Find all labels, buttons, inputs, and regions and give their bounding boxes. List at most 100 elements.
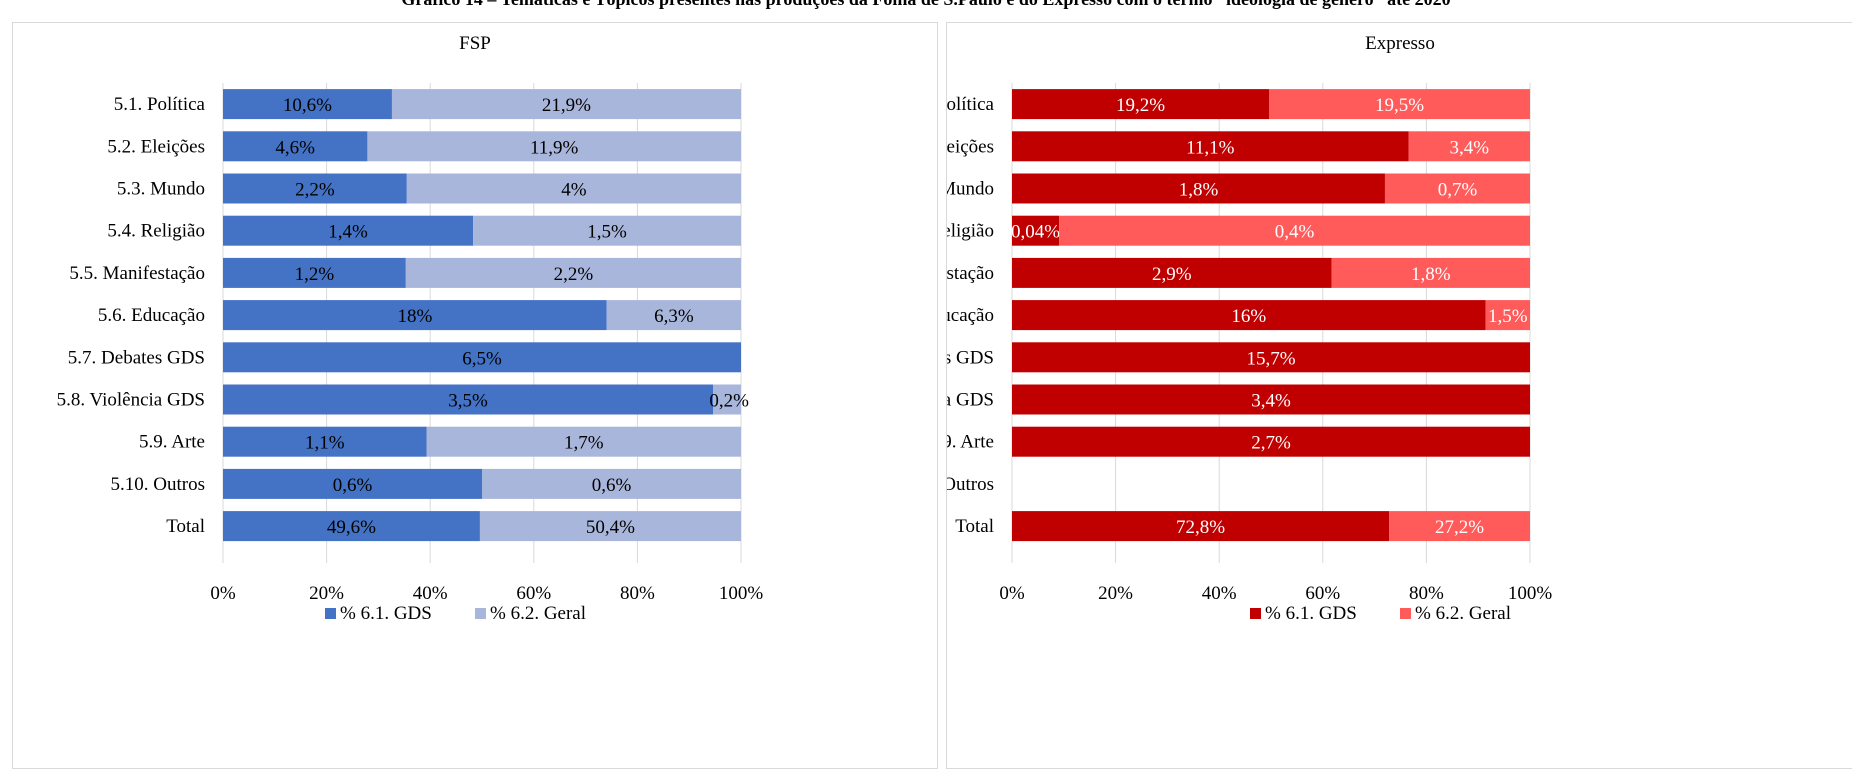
x-tick-label: 80%	[620, 583, 655, 604]
category-label-5-7-debates-gds: 5.7. Debates GDS	[68, 347, 205, 368]
legend-label-6-2-geral: % 6.2. Geral	[490, 603, 586, 624]
bar-6-2-geral-5-8-violencia-gds	[713, 384, 741, 415]
category-label-5-8-violencia-gds: 5.8. Violência GDS	[947, 390, 994, 411]
category-label-5-9-arte: 5.9. Arte	[947, 432, 994, 453]
data-label: 72,8%	[1176, 517, 1225, 538]
category-label-5-6-educacao: 5.6. Educação	[947, 305, 994, 326]
data-label: 0,2%	[709, 391, 749, 412]
category-label-5-6-educacao: 5.6. Educação	[98, 305, 205, 326]
data-label: 4%	[561, 180, 587, 201]
data-label: 0,6%	[592, 475, 632, 496]
x-tick-label: 100%	[719, 583, 764, 604]
data-label: 10,6%	[283, 95, 332, 116]
data-label: 2,7%	[1251, 433, 1291, 454]
bar-6-2-geral-5-6-educacao	[1485, 300, 1530, 331]
data-label: 6,3%	[654, 306, 694, 327]
bar-6-2-geral-total	[479, 511, 741, 542]
bar-6-1-gds-5-1-politica	[223, 89, 392, 120]
data-label: 0,6%	[333, 475, 373, 496]
bar-6-1-gds-5-6-educacao	[223, 300, 607, 331]
legend-swatch-6-1-gds	[1250, 608, 1261, 619]
bar-6-1-gds-5-3-mundo	[1012, 173, 1385, 204]
bar-6-2-geral-5-5-manifestacao	[405, 257, 741, 288]
data-label: 2,2%	[554, 264, 594, 285]
category-label-5-7-debates-gds: 5.7. Debates GDS	[947, 347, 994, 368]
data-label: 1,8%	[1411, 264, 1451, 285]
x-tick-label: 80%	[1409, 583, 1444, 604]
category-label-5-4-religiao: 5.4. Religião	[107, 221, 205, 242]
data-label: 4,6%	[275, 137, 315, 158]
bar-6-1-gds-5-8-violencia-gds	[223, 384, 713, 415]
chart-panel-fsp: FSP 0% 20% 40% 60% 80% 100% 5.1. Política 10,6% 2…	[12, 22, 938, 769]
category-label-5-9-arte: 5.9. Arte	[139, 432, 205, 453]
chart-title: FSP	[459, 33, 491, 54]
category-label-5-4-religiao: 5.4. Religião	[947, 221, 994, 242]
bar-6-2-geral-5-6-educacao	[606, 300, 741, 331]
data-label: 1,7%	[564, 433, 604, 454]
data-label: 16%	[1231, 306, 1266, 327]
category-label-5-5-manifestacao: 5.5. Manifestação	[69, 263, 205, 284]
category-label-5-1-politica: 5.1. Política	[114, 94, 206, 115]
bar-6-1-gds-5-2-eleicoes	[1012, 131, 1409, 162]
x-tick-label: 0%	[210, 583, 236, 604]
category-label-total: Total	[955, 516, 994, 537]
x-tick-label: 0%	[999, 583, 1025, 604]
bar-6-2-geral-5-4-religiao	[473, 215, 741, 246]
bar-6-2-geral-5-3-mundo	[406, 173, 741, 204]
data-label: 11,1%	[1186, 137, 1235, 158]
category-label-5-1-politica: 5.1. Política	[947, 94, 995, 115]
category-label-5-3-mundo: 5.3. Mundo	[117, 179, 205, 200]
data-label: 50,4%	[586, 517, 635, 538]
data-label: 3,4%	[1449, 137, 1489, 158]
bar-6-2-geral-5-5-manifestacao	[1331, 257, 1530, 288]
bar-6-2-geral-5-9-arte	[426, 426, 741, 457]
bar-6-1-gds-5-8-violencia-gds	[1012, 384, 1530, 415]
figure-title: Gráfico 14 – Temáticas e Tópicos present…	[0, 0, 1852, 10]
bar-6-1-gds-5-9-arte	[1012, 426, 1530, 457]
bar-6-2-geral-5-3-mundo	[1384, 173, 1530, 204]
category-label-5-2-eleicoes: 5.2. Eleições	[107, 136, 205, 157]
bar-6-2-geral-total	[1389, 511, 1530, 542]
data-label: 27,2%	[1435, 517, 1484, 538]
data-label: 2,2%	[295, 180, 335, 201]
legend-label-6-2-geral: % 6.2. Geral	[1415, 603, 1511, 624]
data-label: 19,5%	[1375, 95, 1424, 116]
data-label: 49,6%	[327, 517, 376, 538]
category-label-5-10-outros: 5.10. Outros	[947, 474, 994, 495]
bar-6-1-gds-5-6-educacao	[1012, 300, 1486, 331]
x-tick-label: 60%	[1305, 583, 1340, 604]
data-label: 6,5%	[462, 348, 502, 369]
bar-6-2-geral-5-2-eleicoes	[1408, 131, 1530, 162]
legend-swatch-6-2-geral	[475, 608, 486, 619]
data-label: 21,9%	[542, 95, 591, 116]
bar-6-1-gds-5-1-politica	[1012, 89, 1269, 120]
data-label: 1,2%	[295, 264, 335, 285]
legend-label-6-1-gds: % 6.1. GDS	[1265, 603, 1357, 624]
data-label: 1,4%	[328, 222, 368, 243]
bar-6-1-gds-5-10-outros	[223, 468, 482, 499]
bar-6-1-gds-5-4-religiao	[223, 215, 474, 246]
bar-6-1-gds-5-4-religiao	[1012, 215, 1060, 246]
x-tick-label: 20%	[1098, 583, 1133, 604]
data-label: 3,5%	[448, 391, 488, 412]
chart-panel-expresso: Expresso 0% 20% 40% 60% 80% 100% 5.1. Política 1…	[946, 22, 1852, 769]
data-label: 1,1%	[305, 433, 345, 454]
chart-fsp: FSP 0% 20% 40% 60% 80% 100% 5.1. Política 10,6% 2…	[57, 33, 764, 624]
x-tick-label: 60%	[516, 583, 551, 604]
chart-title: Expresso	[1365, 33, 1435, 54]
data-label: 15,7%	[1246, 348, 1295, 369]
legend-label-6-1-gds: % 6.1. GDS	[340, 603, 432, 624]
bar-6-2-geral-5-2-eleicoes	[367, 131, 741, 162]
legend-swatch-6-1-gds	[325, 608, 336, 619]
bar-6-2-geral-5-10-outros	[482, 468, 741, 499]
data-label: 0,7%	[1438, 180, 1478, 201]
bar-6-1-gds-5-7-debates-gds	[223, 342, 741, 373]
bar-6-1-gds-5-5-manifestacao	[1012, 257, 1332, 288]
chart-expresso: Expresso 0% 20% 40% 60% 80% 100% 5.1. Política 1…	[947, 33, 1552, 624]
bar-6-1-gds-5-7-debates-gds	[1012, 342, 1530, 373]
bar-6-1-gds-total	[1012, 511, 1390, 542]
data-label: 1,5%	[587, 222, 627, 243]
data-label: 11,9%	[530, 137, 579, 158]
bar-6-1-gds-5-3-mundo	[223, 173, 407, 204]
category-label-5-3-mundo: 5.3. Mundo	[947, 179, 994, 200]
